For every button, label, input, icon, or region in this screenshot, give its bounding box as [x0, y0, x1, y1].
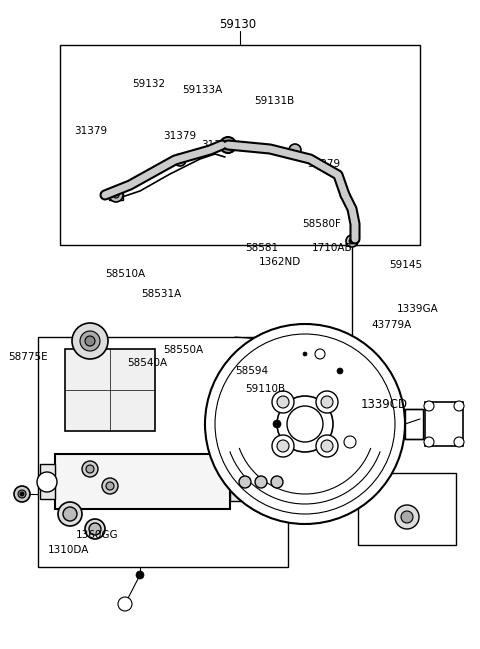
Circle shape — [72, 323, 108, 359]
Circle shape — [321, 396, 333, 408]
Circle shape — [303, 352, 307, 356]
Circle shape — [272, 391, 294, 413]
Text: 1339CD: 1339CD — [361, 398, 408, 411]
Circle shape — [174, 154, 186, 166]
Text: 58581: 58581 — [245, 243, 278, 253]
Bar — [65, 349, 155, 431]
Circle shape — [106, 482, 114, 490]
Text: 59131B: 59131B — [254, 95, 295, 106]
Circle shape — [454, 401, 464, 411]
Circle shape — [136, 571, 144, 579]
Text: 1362ND: 1362ND — [259, 256, 301, 267]
Circle shape — [316, 391, 338, 413]
Circle shape — [118, 597, 132, 611]
Text: 58775E: 58775E — [9, 352, 48, 362]
Circle shape — [424, 437, 434, 447]
Circle shape — [316, 435, 338, 457]
Circle shape — [317, 351, 323, 357]
Circle shape — [456, 439, 462, 445]
Circle shape — [289, 144, 301, 156]
Circle shape — [456, 403, 462, 409]
Text: 58540A: 58540A — [127, 358, 168, 369]
Circle shape — [85, 336, 95, 346]
Circle shape — [120, 599, 130, 609]
Circle shape — [37, 472, 57, 492]
Text: 31379: 31379 — [74, 126, 108, 136]
Circle shape — [177, 157, 183, 163]
Text: 31379: 31379 — [307, 158, 340, 169]
Text: 59145: 59145 — [389, 260, 422, 270]
Circle shape — [287, 406, 323, 442]
Circle shape — [18, 490, 26, 498]
Circle shape — [315, 349, 325, 359]
Text: 1339GA: 1339GA — [396, 304, 438, 314]
Text: 59133A: 59133A — [182, 84, 223, 95]
Circle shape — [239, 476, 251, 488]
Text: 58550A: 58550A — [163, 345, 204, 356]
Circle shape — [344, 436, 356, 448]
Circle shape — [58, 502, 82, 526]
Circle shape — [347, 439, 353, 445]
Circle shape — [86, 465, 94, 473]
Circle shape — [273, 420, 281, 428]
Text: 58510A: 58510A — [106, 269, 146, 279]
Circle shape — [271, 476, 283, 488]
Circle shape — [85, 519, 105, 539]
Circle shape — [277, 396, 289, 408]
Bar — [38, 337, 288, 567]
Circle shape — [426, 439, 432, 445]
Text: 59110B: 59110B — [245, 384, 285, 395]
Text: 59132: 59132 — [132, 79, 165, 90]
Bar — [55, 454, 230, 509]
Circle shape — [14, 486, 30, 502]
Circle shape — [109, 188, 123, 202]
Circle shape — [272, 435, 294, 457]
Circle shape — [426, 403, 432, 409]
Circle shape — [82, 461, 98, 477]
Circle shape — [424, 401, 434, 411]
Circle shape — [277, 440, 289, 452]
Circle shape — [102, 478, 118, 494]
Text: 58531A: 58531A — [142, 289, 182, 299]
Text: 31379: 31379 — [163, 131, 196, 141]
Text: 1360GG: 1360GG — [76, 530, 119, 541]
Bar — [425, 402, 463, 446]
Bar — [358, 473, 456, 545]
Circle shape — [395, 505, 419, 529]
Bar — [60, 45, 420, 245]
Bar — [230, 462, 242, 501]
Circle shape — [113, 192, 119, 198]
Text: 1310DA: 1310DA — [48, 545, 89, 555]
Circle shape — [401, 511, 413, 523]
Circle shape — [337, 368, 343, 374]
Text: 1710AB: 1710AB — [312, 243, 353, 253]
Circle shape — [89, 523, 101, 535]
Circle shape — [80, 331, 100, 351]
Circle shape — [224, 141, 232, 149]
Circle shape — [20, 492, 24, 496]
Circle shape — [205, 324, 405, 524]
Bar — [109, 190, 123, 200]
Text: 58580F: 58580F — [302, 219, 341, 229]
Text: 58594: 58594 — [235, 366, 268, 376]
Circle shape — [63, 507, 77, 521]
Circle shape — [454, 437, 464, 447]
Text: 59130: 59130 — [219, 18, 256, 31]
Circle shape — [255, 476, 267, 488]
Circle shape — [292, 347, 298, 353]
Text: 43779A: 43779A — [372, 320, 412, 330]
Circle shape — [321, 440, 333, 452]
Circle shape — [346, 235, 358, 247]
Bar — [405, 409, 423, 439]
Circle shape — [220, 137, 236, 153]
Circle shape — [277, 396, 333, 452]
Bar — [40, 464, 55, 499]
Circle shape — [349, 238, 355, 244]
Text: 31379: 31379 — [202, 140, 235, 150]
